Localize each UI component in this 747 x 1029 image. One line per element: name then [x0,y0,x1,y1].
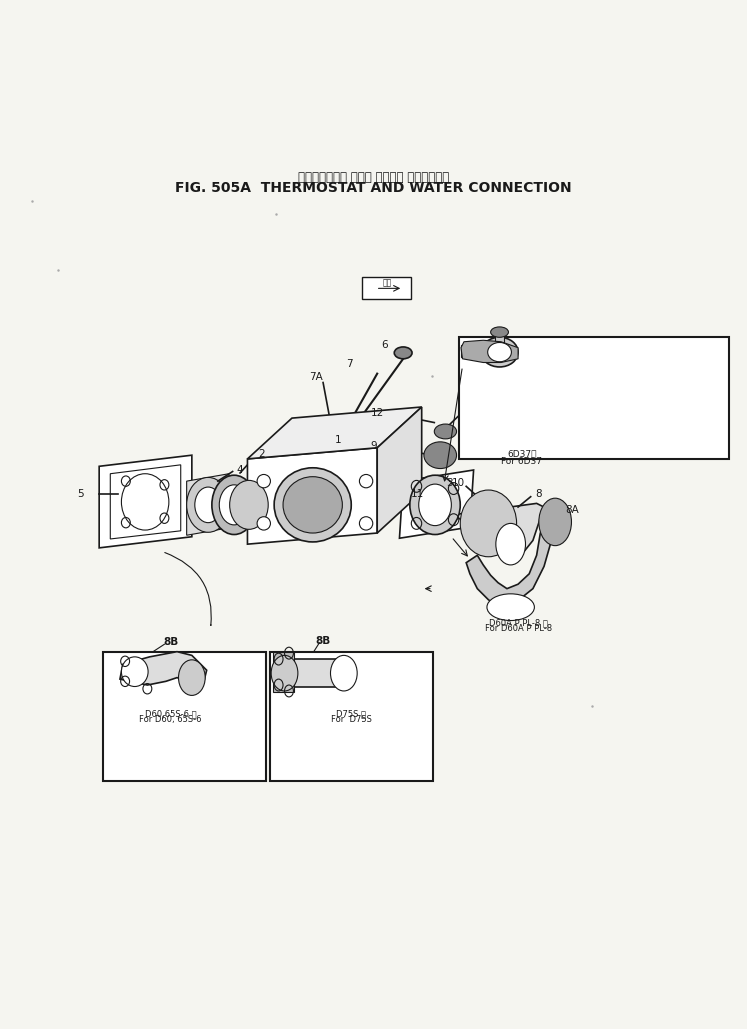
Ellipse shape [195,487,222,523]
Polygon shape [466,510,555,607]
Text: FIG. 505A  THERMOSTAT AND WATER CONNECTION: FIG. 505A THERMOSTAT AND WATER CONNECTIO… [176,181,571,196]
Ellipse shape [434,424,456,439]
Text: 11: 11 [411,489,424,499]
Polygon shape [247,448,377,544]
Ellipse shape [257,474,270,488]
Ellipse shape [410,475,460,534]
Ellipse shape [229,481,268,529]
Ellipse shape [274,468,351,542]
Text: 8B: 8B [315,636,331,645]
Ellipse shape [179,660,205,696]
Ellipse shape [460,490,517,557]
Bar [362,277,411,299]
Ellipse shape [487,594,534,620]
Ellipse shape [271,655,298,690]
Polygon shape [495,332,504,346]
Text: 3A: 3A [562,347,577,356]
Ellipse shape [122,657,148,686]
Ellipse shape [424,441,456,468]
Text: 6D37用: 6D37用 [507,450,536,458]
Polygon shape [120,651,207,685]
Polygon shape [187,473,229,535]
Polygon shape [99,455,192,547]
Text: 6: 6 [381,341,388,351]
Text: For 6D37: For 6D37 [501,457,542,466]
Text: For  D75S: For D75S [331,715,372,724]
Ellipse shape [491,327,509,338]
Polygon shape [461,341,518,362]
Text: 3: 3 [446,478,453,489]
Text: 8B: 8B [164,637,179,647]
Bar [459,336,729,459]
Polygon shape [400,470,474,538]
Ellipse shape [419,484,451,526]
Ellipse shape [359,474,373,488]
Ellipse shape [394,347,412,359]
Text: 4: 4 [236,465,243,475]
Ellipse shape [325,440,343,455]
Text: 5: 5 [78,489,84,499]
Ellipse shape [359,517,373,530]
Text: 2: 2 [258,449,265,459]
Text: 1: 1 [335,435,341,446]
Text: 9: 9 [371,441,376,452]
Ellipse shape [283,476,342,533]
FancyArrowPatch shape [165,553,211,626]
Polygon shape [461,346,483,357]
Text: D60,65S-6 用: D60,65S-6 用 [144,710,196,718]
Text: 7: 7 [347,359,353,369]
Bar [103,651,266,781]
Text: 12: 12 [371,407,384,418]
Ellipse shape [411,483,437,500]
Ellipse shape [257,517,270,530]
Text: 7A: 7A [309,372,323,383]
Polygon shape [285,660,344,686]
Ellipse shape [481,338,518,367]
Text: サーモスタット および ウォータ コネクション: サーモスタット および ウォータ コネクション [298,171,449,183]
Text: 10: 10 [452,477,465,488]
Ellipse shape [187,477,229,532]
Ellipse shape [330,655,357,690]
Polygon shape [455,503,544,559]
Ellipse shape [496,524,525,565]
Text: D75S 用: D75S 用 [336,710,366,718]
Text: 8A: 8A [565,505,578,516]
Text: 8: 8 [535,490,542,499]
Text: For D60A P PL-8: For D60A P PL-8 [485,625,551,633]
Ellipse shape [488,343,512,362]
Text: 前方: 前方 [382,278,391,287]
Text: For D60, 65S-6: For D60, 65S-6 [139,715,202,724]
Ellipse shape [212,475,256,534]
Text: D60A P PL-8 用: D60A P PL-8 用 [489,618,548,628]
Polygon shape [377,407,422,533]
Polygon shape [273,651,294,693]
Ellipse shape [539,498,571,545]
Bar [270,651,433,781]
Polygon shape [247,407,422,459]
Ellipse shape [220,485,249,525]
